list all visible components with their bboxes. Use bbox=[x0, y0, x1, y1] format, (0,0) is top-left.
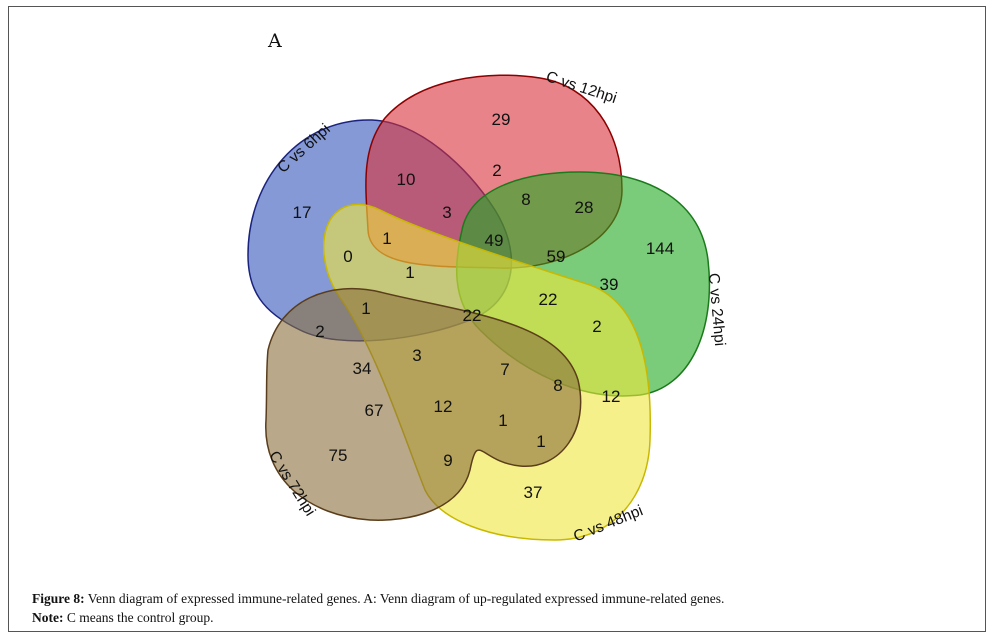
region-count: 1 bbox=[361, 299, 370, 318]
region-count: 3 bbox=[442, 203, 451, 222]
panel-label: A bbox=[268, 30, 282, 52]
region-count: 8 bbox=[553, 376, 562, 395]
region-count: 59 bbox=[547, 247, 566, 266]
region-count: 1 bbox=[405, 263, 414, 282]
region-count: 22 bbox=[463, 306, 482, 325]
caption-line-note: Note: C means the control group. bbox=[32, 608, 972, 627]
region-counts: 17 29 144 37 75 10 2 8 28 3 1 0 49 59 39… bbox=[293, 110, 675, 502]
region-count: 2 bbox=[492, 161, 501, 180]
region-count: 75 bbox=[329, 446, 348, 465]
region-count: 8 bbox=[521, 190, 530, 209]
region-count: 9 bbox=[443, 451, 452, 470]
figure-caption: Figure 8: Venn diagram of expressed immu… bbox=[32, 589, 972, 627]
region-count: 28 bbox=[575, 198, 594, 217]
region-count: 12 bbox=[434, 397, 453, 416]
region-count: 39 bbox=[600, 275, 619, 294]
region-count: 144 bbox=[646, 239, 674, 258]
set-label-24hpi: C vs 24hpi bbox=[705, 272, 728, 346]
region-count: 37 bbox=[524, 483, 543, 502]
region-count: 3 bbox=[412, 346, 421, 365]
region-count: 17 bbox=[293, 203, 312, 222]
note-text: C means the control group. bbox=[63, 610, 214, 625]
region-count: 22 bbox=[539, 290, 558, 309]
region-count: 1 bbox=[536, 432, 545, 451]
region-count: 49 bbox=[485, 231, 504, 250]
figure-text: Venn diagram of expressed immune-related… bbox=[84, 591, 725, 606]
region-count: 1 bbox=[382, 229, 391, 248]
region-count: 1 bbox=[498, 411, 507, 430]
region-count: 0 bbox=[343, 247, 352, 266]
caption-line-figure: Figure 8: Venn diagram of expressed immu… bbox=[32, 589, 972, 608]
region-count: 10 bbox=[397, 170, 416, 189]
region-count: 67 bbox=[365, 401, 384, 420]
region-count: 12 bbox=[602, 387, 621, 406]
region-count: 2 bbox=[315, 322, 324, 341]
region-count: 34 bbox=[353, 359, 372, 378]
set-shape-72hpi bbox=[265, 287, 582, 521]
region-count: 29 bbox=[492, 110, 511, 129]
figure-label: Figure 8: bbox=[32, 591, 85, 606]
region-count: 7 bbox=[500, 360, 509, 379]
region-count: 2 bbox=[592, 317, 601, 336]
note-label: Note: bbox=[32, 610, 64, 625]
